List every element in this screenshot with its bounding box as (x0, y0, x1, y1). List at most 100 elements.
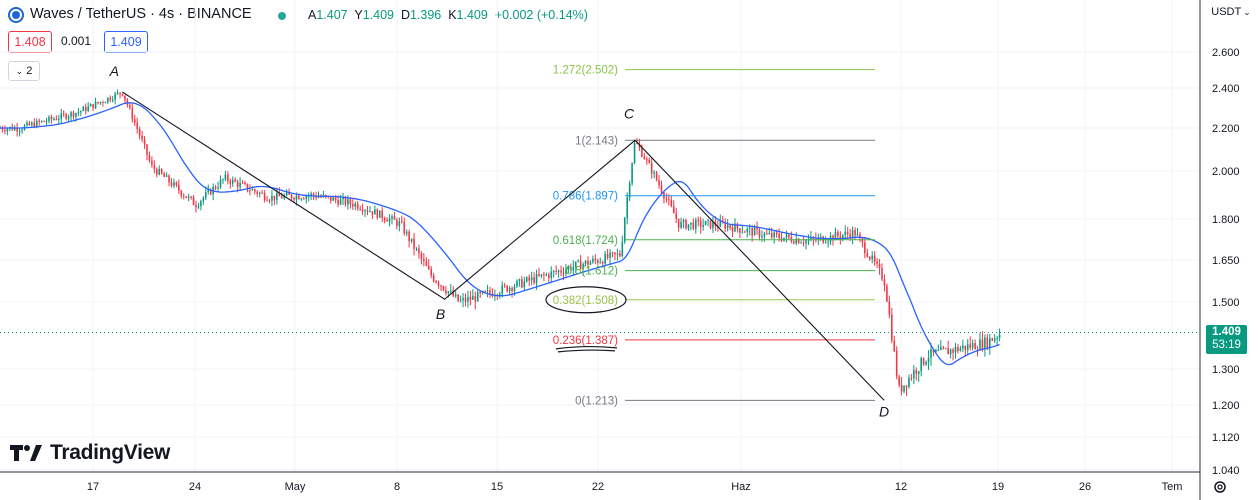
y-tick-label: 1.120 (1212, 432, 1240, 444)
chart-settings-button[interactable] (1209, 476, 1231, 498)
pattern-point-label: D (879, 403, 889, 419)
x-tick-label: 19 (992, 481, 1004, 493)
sell-price-button[interactable]: 1.408 (8, 31, 52, 53)
candle-body (317, 196, 320, 198)
candle-body (758, 229, 761, 237)
candle-body (592, 258, 594, 263)
underline-mark (555, 345, 618, 353)
candle-body (668, 199, 670, 201)
candle-body (871, 255, 873, 260)
tradingview-watermark[interactable]: TradingView (10, 441, 170, 465)
candle-body (187, 196, 190, 198)
candle-body (334, 197, 337, 201)
candle-body (200, 201, 202, 206)
candle-body (682, 220, 685, 222)
candle-body (746, 228, 749, 232)
candle-body (910, 377, 913, 379)
candle-body (396, 219, 398, 227)
candle-body (158, 168, 161, 175)
candle-body (739, 228, 741, 233)
candle-body (295, 195, 298, 200)
candle-body (641, 147, 643, 157)
symbol-title[interactable]: Waves / TetherUS · 4s · BINANCE (30, 6, 252, 22)
candle-body (900, 384, 903, 392)
y-tick-label: 1.200 (1212, 400, 1240, 412)
candle-body (290, 194, 293, 199)
candle-body (793, 241, 795, 244)
candle-body (560, 270, 562, 273)
candle-body (43, 120, 45, 122)
candle-body (97, 101, 99, 104)
candle-body (1, 128, 4, 130)
candle-body (209, 189, 212, 195)
candle-body (124, 95, 126, 100)
candle-body (530, 277, 533, 281)
candle-body (337, 200, 339, 205)
candle-body (410, 238, 413, 242)
indicators-toggle-button[interactable]: ⌄ 2 (8, 61, 40, 81)
candle-body (160, 168, 163, 174)
candle-body (859, 234, 861, 238)
candle-body (736, 223, 739, 229)
candle-body (432, 275, 435, 281)
change-value: +0.002 (+0.14%) (494, 8, 588, 22)
candle-body (895, 350, 898, 377)
candle-body (352, 203, 354, 207)
candle-body (175, 182, 178, 186)
fib-level-label: 1.272(2.502) (553, 65, 618, 77)
high-value: 1.409 (362, 8, 394, 22)
spread-value: 0.001 (56, 31, 96, 51)
candle-body (119, 92, 121, 95)
candle-body (778, 234, 780, 239)
candle-body (383, 218, 386, 221)
candle-body (347, 199, 349, 205)
candle-body (557, 270, 560, 273)
candle-body (947, 348, 949, 355)
y-tick-label: 2.200 (1212, 123, 1240, 135)
candle-body (763, 233, 766, 237)
candle-body (18, 130, 21, 132)
candle-body (920, 357, 922, 372)
candle-body (680, 221, 682, 228)
candle-body (129, 104, 131, 108)
candle-body (192, 197, 195, 206)
y-tick-label: 1.500 (1212, 297, 1240, 309)
candle-body (709, 220, 712, 229)
candle-body (528, 277, 530, 281)
candle-body (881, 267, 883, 280)
candle-body (915, 370, 918, 374)
candle-body (670, 200, 673, 207)
candle-body (604, 253, 606, 264)
candle-body (254, 189, 256, 192)
candle-body (217, 187, 219, 189)
candle-body (552, 270, 555, 272)
candle-body (572, 266, 575, 271)
buy-price-button[interactable]: 1.409 (104, 31, 148, 53)
candle-body (427, 265, 430, 270)
candle-body (70, 112, 72, 117)
candle-body (420, 253, 423, 259)
candle-body (503, 285, 506, 287)
candle-body (832, 235, 834, 241)
candle-body (104, 102, 107, 104)
candle-body (631, 163, 633, 184)
candle-body (518, 279, 521, 281)
candle-body (249, 190, 251, 192)
candle-body (565, 269, 567, 274)
candle-body (405, 231, 408, 234)
candle-body (244, 182, 246, 184)
watermark-text: TradingView (50, 441, 171, 464)
candle-body (60, 113, 63, 119)
candle-body (729, 225, 731, 228)
candle-body (276, 192, 278, 200)
candle-body (802, 242, 805, 244)
candle-body (993, 338, 996, 341)
candle-body (342, 197, 344, 200)
open-label: A (308, 8, 317, 22)
currency-button[interactable]: USDT ⌄ (1207, 2, 1255, 22)
candle-body (751, 228, 753, 236)
candle-body (878, 264, 881, 268)
candle-body (748, 228, 751, 230)
candle-body (82, 106, 85, 112)
